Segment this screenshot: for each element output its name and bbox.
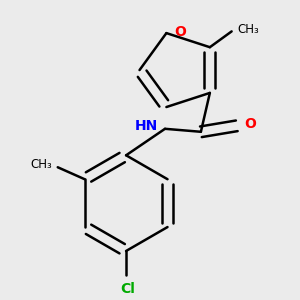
- Text: Cl: Cl: [120, 282, 135, 296]
- Text: CH₃: CH₃: [238, 23, 260, 36]
- Text: HN: HN: [134, 119, 158, 134]
- Text: O: O: [244, 117, 256, 131]
- Text: CH₃: CH₃: [30, 158, 52, 171]
- Text: O: O: [174, 25, 186, 39]
